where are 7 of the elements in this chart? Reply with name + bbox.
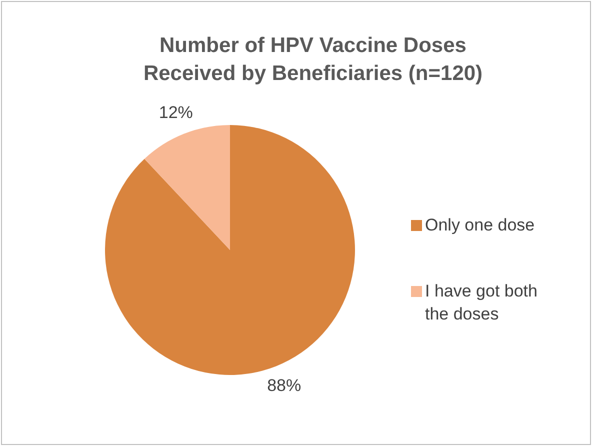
data-label: 12% bbox=[158, 102, 193, 122]
pie-slice bbox=[105, 125, 355, 375]
pie-slice bbox=[144, 125, 230, 250]
chart-title: Number of HPV Vaccine Doses Received by Beneficiaries (n=120) bbox=[143, 34, 483, 85]
legend-label: Only one dose bbox=[425, 215, 535, 234]
data-label: 88% bbox=[267, 376, 302, 396]
legend-label: I have got both the doses bbox=[425, 281, 538, 324]
